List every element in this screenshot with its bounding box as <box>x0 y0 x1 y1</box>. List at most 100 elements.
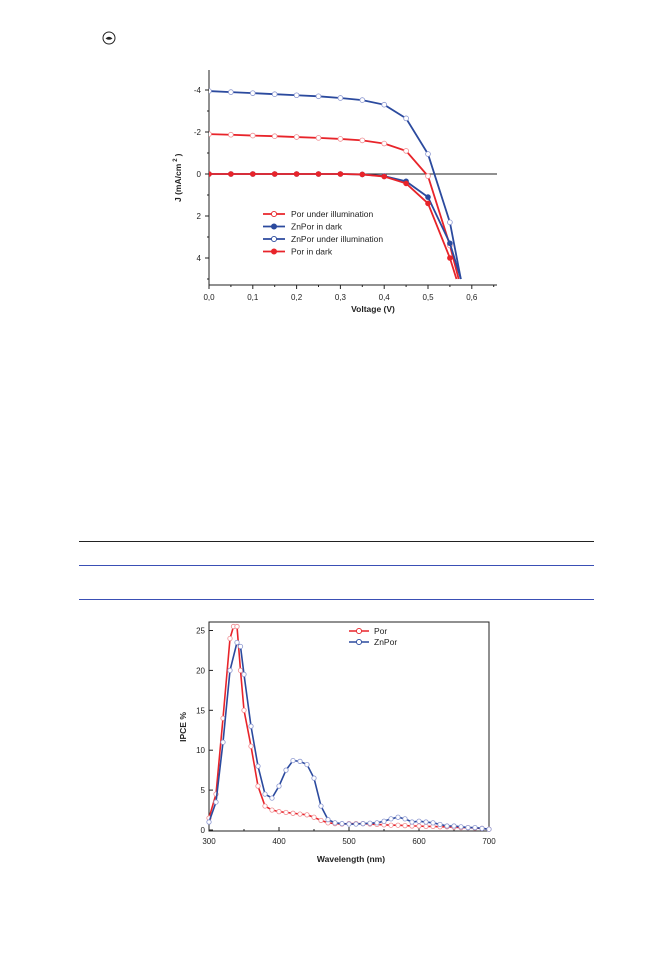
jv-y-tick-label: 4 <box>197 254 202 263</box>
ipce-y-tick-label: 10 <box>196 746 205 755</box>
ipce-data-point <box>360 821 366 827</box>
jv-x-tick-label: 0,4 <box>379 293 391 302</box>
jv-data-point <box>447 240 453 247</box>
ipce-data-point <box>472 825 478 831</box>
jv-legend-label: Por under illumination <box>291 209 373 219</box>
ipce-data-point <box>339 821 345 827</box>
ipce-data-point <box>367 820 373 826</box>
ipce-data-point <box>227 667 233 674</box>
ipce-data-point <box>332 820 338 826</box>
jv-x-tick-label: 0,1 <box>247 293 259 302</box>
jv-y-axis-label: J (mA/cm2) <box>173 153 183 202</box>
ipce-data-point <box>311 814 317 820</box>
jv-legend-marker <box>270 235 278 243</box>
jv-data-point <box>381 101 388 108</box>
ipce-data-point <box>283 767 289 773</box>
jv-data-point <box>425 151 431 157</box>
jv-y-tick-label: -2 <box>194 128 202 137</box>
ipce-data-point <box>451 823 457 829</box>
jv-legend-marker <box>270 223 278 230</box>
ipce-x-axis-label: Wavelength (nm) <box>317 854 385 864</box>
jv-data-point <box>209 171 212 177</box>
ipce-y-tick-label: 0 <box>201 826 206 835</box>
ipce-y-tick-label: 5 <box>201 786 206 795</box>
ipce-x-tick-label: 400 <box>272 837 286 846</box>
ipce-data-point <box>486 826 492 832</box>
ipce-data-point <box>255 783 261 789</box>
ipce-data-point <box>318 803 324 809</box>
ipce-data-point <box>402 823 408 829</box>
jv-data-point <box>250 171 256 177</box>
jv-data-point <box>293 92 300 99</box>
jv-data-point <box>337 136 344 142</box>
jv-data-point <box>447 219 453 226</box>
ipce-data-point <box>304 761 310 768</box>
ipce-data-point <box>269 795 275 801</box>
ipce-data-point <box>479 825 485 832</box>
jv-data-point <box>403 115 409 122</box>
jv-legend-marker <box>270 248 278 255</box>
ipce-data-point <box>444 823 450 829</box>
jv-data-point <box>250 132 256 139</box>
jv-data-point <box>381 173 388 180</box>
ipce-data-point <box>409 819 415 825</box>
ipce-data-point <box>248 743 254 749</box>
ipce-data-point <box>402 816 408 822</box>
ipce-data-point <box>269 807 275 813</box>
jv-y-tick-label: 2 <box>197 212 202 221</box>
jv-data-point <box>271 171 278 177</box>
ipce-data-point <box>465 825 471 831</box>
table-top-rule <box>79 541 594 542</box>
ipce-data-point <box>374 820 380 826</box>
ipce-data-point <box>237 643 244 650</box>
ipce-data-point <box>262 791 268 797</box>
jv-data-point <box>315 171 322 177</box>
ipce-data-point <box>346 821 352 827</box>
ipce-data-point <box>395 814 401 820</box>
jv-y-tick-label: -4 <box>194 86 202 95</box>
table-bottom-rule <box>79 599 594 600</box>
page-marker-icon <box>102 31 116 45</box>
ipce-data-point <box>276 783 282 789</box>
ipce-series-line <box>208 640 490 830</box>
jv-x-tick-label: 0,3 <box>335 293 347 302</box>
ipce-y-tick-label: 20 <box>196 666 205 675</box>
ipce-data-point <box>297 758 303 764</box>
jv-data-point <box>315 93 322 100</box>
jv-data-point <box>403 148 409 154</box>
ipce-series-znpor <box>206 639 492 832</box>
jv-data-point <box>209 88 212 94</box>
ipce-data-point <box>311 775 317 781</box>
ipce-data-point <box>290 810 296 816</box>
ipce-data-point <box>416 818 422 824</box>
ipce-data-point <box>437 821 443 828</box>
jv-legend-label: Por in dark <box>291 247 333 257</box>
ipce-x-tick-label: 700 <box>482 837 496 846</box>
ipce-legend-label: Por <box>374 626 387 636</box>
jv-data-point <box>209 131 212 137</box>
ipce-data-point <box>248 723 254 729</box>
ipce-data-point <box>388 822 394 828</box>
jv-series-por-in-dark <box>209 171 458 280</box>
jv-data-point <box>271 91 278 97</box>
jv-y-tick-label: 0 <box>197 170 202 179</box>
ipce-data-point <box>318 817 324 824</box>
jv-data-point <box>228 89 234 95</box>
jv-data-point <box>250 90 256 96</box>
ipce-data-point <box>262 803 268 809</box>
jv-chart: 0,0 0,1 0,2 0,3 0,4 0,5 0,6 -4 -2 0 2 4 Voltage (V) J… <box>173 70 497 314</box>
ipce-data-point <box>206 819 212 825</box>
jv-legend-label: ZnPor under illumination <box>291 234 383 244</box>
ipce-y-tick-label: 15 <box>196 706 205 715</box>
ipce-x-tick-label: 600 <box>412 837 426 846</box>
jv-data-point <box>293 134 300 140</box>
ipce-data-point <box>430 820 436 826</box>
ipce-data-point <box>297 811 303 817</box>
ipce-data-point <box>276 809 282 815</box>
ipce-data-point <box>395 822 401 828</box>
ipce-data-point <box>241 707 247 713</box>
jv-legend-label: ZnPor in dark <box>291 222 343 232</box>
ipce-data-point <box>220 739 226 745</box>
ipce-data-point <box>290 757 296 764</box>
